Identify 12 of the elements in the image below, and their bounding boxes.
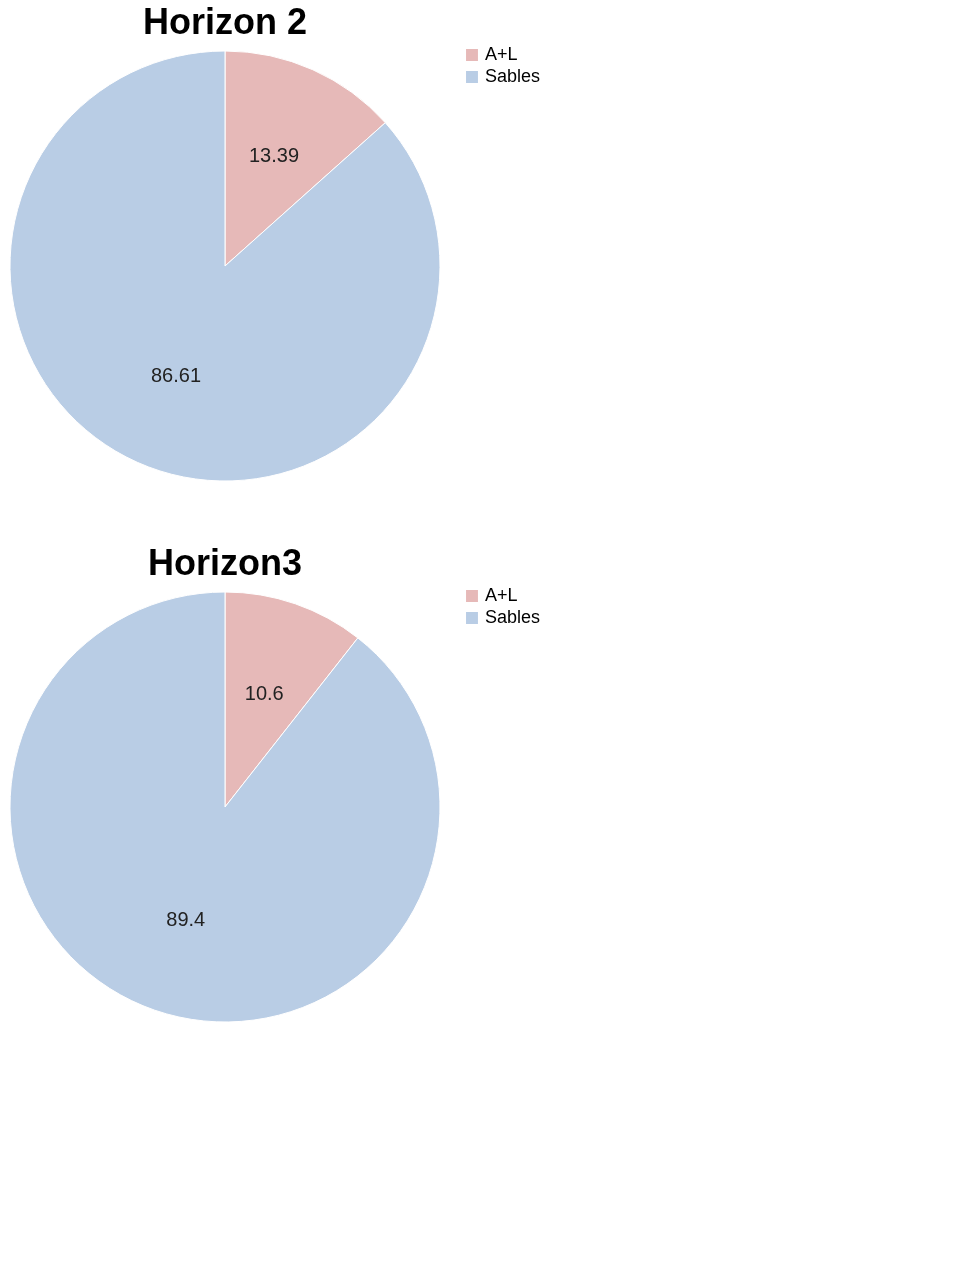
chart-title: Horizon3 bbox=[147, 542, 303, 583]
data-label: 89.4 bbox=[166, 908, 206, 931]
legend-label: A+L bbox=[485, 44, 518, 64]
legend-label: Sables bbox=[485, 607, 541, 627]
chart-title: Horizon 2 bbox=[142, 1, 308, 42]
legend-label: Sables bbox=[485, 66, 541, 86]
pie-slice bbox=[9, 591, 441, 1023]
data-label: 86.61 bbox=[150, 363, 202, 386]
pie-slice bbox=[9, 50, 441, 482]
data-label: 10.6 bbox=[244, 681, 284, 704]
data-label: 13.39 bbox=[248, 144, 300, 167]
legend-label: A+L bbox=[485, 585, 518, 605]
